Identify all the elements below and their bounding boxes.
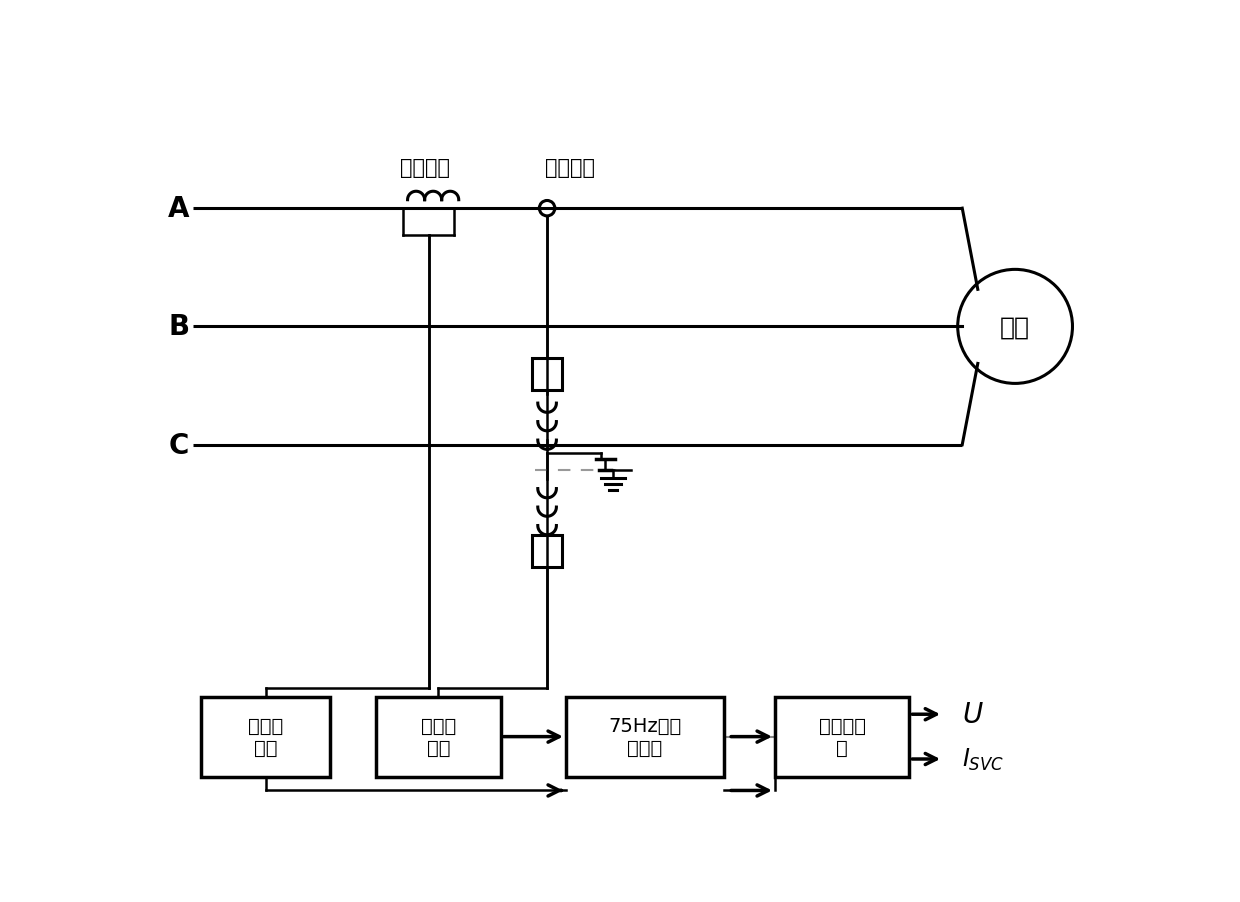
Text: 75Hz带阻
滤波器: 75Hz带阻 滤波器 <box>609 716 682 758</box>
Text: A: A <box>169 195 190 223</box>
Text: 低通滤波
器: 低通滤波 器 <box>818 716 866 758</box>
Bar <box>565 697 724 777</box>
Text: 电流互
感器: 电流互 感器 <box>248 716 283 758</box>
Text: $I_{SVC}$: $I_{SVC}$ <box>962 746 1004 772</box>
Bar <box>532 358 562 391</box>
Text: 电网: 电网 <box>1001 315 1030 339</box>
Bar <box>775 697 909 777</box>
Bar <box>201 697 330 777</box>
Text: 电流探头: 电流探头 <box>401 158 450 179</box>
Bar <box>532 535 562 567</box>
Text: $U$: $U$ <box>962 701 985 729</box>
Bar <box>376 697 501 777</box>
Text: 电压探头: 电压探头 <box>546 158 595 179</box>
Text: C: C <box>169 431 190 459</box>
Text: 电压互
感器: 电压互 感器 <box>420 716 456 758</box>
Text: B: B <box>169 313 190 341</box>
